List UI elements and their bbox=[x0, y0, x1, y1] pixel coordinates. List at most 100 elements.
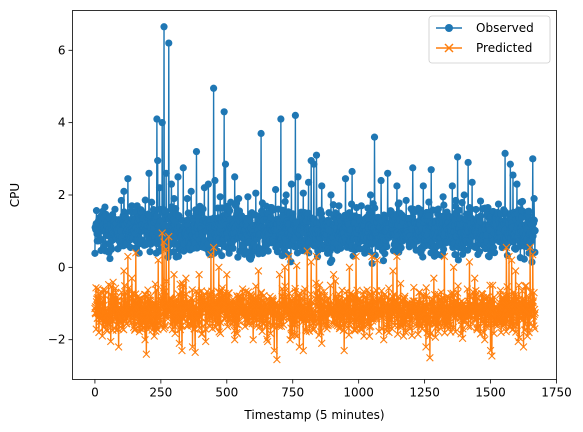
data-point bbox=[325, 209, 333, 217]
data-point bbox=[120, 281, 129, 290]
data-point bbox=[247, 252, 256, 260]
x-tick-label: 1500 bbox=[475, 386, 506, 400]
data-point bbox=[146, 292, 155, 300]
data-point bbox=[107, 245, 115, 254]
data-point bbox=[209, 243, 218, 252]
data-point bbox=[425, 198, 433, 206]
data-point bbox=[106, 254, 114, 263]
x-tick-label: 250 bbox=[149, 386, 172, 400]
data-point bbox=[494, 200, 503, 208]
data-point bbox=[117, 196, 125, 205]
x-tick-label: 0 bbox=[91, 386, 99, 400]
data-point bbox=[98, 296, 107, 305]
data-point bbox=[312, 151, 321, 159]
data-point bbox=[201, 325, 210, 333]
data-point bbox=[128, 202, 136, 210]
data-point bbox=[229, 244, 237, 252]
data-point bbox=[195, 270, 203, 279]
data-point bbox=[155, 184, 164, 192]
data-point bbox=[327, 191, 335, 199]
data-point bbox=[518, 197, 527, 206]
data-point bbox=[191, 348, 199, 357]
data-point bbox=[165, 39, 173, 47]
data-point bbox=[129, 289, 137, 298]
data-point bbox=[170, 195, 178, 203]
data-point bbox=[101, 203, 109, 211]
data-point bbox=[107, 299, 116, 307]
data-point bbox=[397, 244, 405, 252]
data-point bbox=[141, 335, 149, 344]
data-point bbox=[244, 193, 252, 201]
data-point bbox=[154, 157, 162, 165]
data-point bbox=[151, 280, 160, 288]
data-point bbox=[310, 160, 318, 168]
data-point bbox=[158, 229, 166, 237]
data-point bbox=[530, 216, 538, 224]
data-point bbox=[440, 245, 448, 253]
data-point bbox=[234, 253, 242, 261]
data-point bbox=[91, 249, 99, 257]
data-point bbox=[419, 253, 427, 261]
data-point bbox=[120, 187, 128, 195]
data-point bbox=[393, 182, 401, 190]
data-point bbox=[170, 270, 178, 279]
data-point bbox=[183, 195, 191, 203]
data-point bbox=[161, 323, 169, 332]
data-point bbox=[174, 318, 182, 327]
data-point bbox=[195, 321, 203, 330]
data-point bbox=[111, 288, 120, 297]
data-point bbox=[453, 153, 462, 161]
data-point bbox=[101, 286, 109, 295]
data-point bbox=[216, 193, 224, 201]
x-axis-label: Timestamp (5 minutes) bbox=[243, 408, 384, 422]
data-point bbox=[409, 164, 417, 172]
data-point bbox=[221, 160, 230, 168]
data-point bbox=[188, 286, 197, 294]
data-point bbox=[427, 166, 435, 174]
data-point bbox=[328, 256, 336, 264]
data-point bbox=[468, 178, 476, 186]
data-point bbox=[152, 286, 161, 294]
data-point bbox=[434, 205, 442, 213]
data-point bbox=[178, 346, 186, 355]
data-point bbox=[318, 182, 326, 190]
data-point bbox=[179, 164, 187, 172]
data-point bbox=[291, 111, 299, 120]
data-point bbox=[531, 227, 539, 235]
data-point bbox=[313, 253, 322, 261]
data-point bbox=[218, 252, 226, 260]
data-point bbox=[381, 250, 389, 258]
data-point bbox=[201, 337, 210, 346]
data-point bbox=[383, 243, 391, 251]
data-point bbox=[509, 171, 517, 179]
data-point bbox=[96, 235, 105, 243]
data-point bbox=[458, 199, 466, 207]
data-point bbox=[92, 207, 101, 215]
data-point bbox=[162, 277, 171, 286]
data-point bbox=[287, 180, 296, 188]
data-point bbox=[177, 288, 186, 296]
data-point bbox=[153, 115, 161, 123]
data-point bbox=[277, 115, 285, 123]
data-point bbox=[120, 267, 128, 275]
data-point bbox=[125, 283, 133, 292]
data-point bbox=[167, 180, 176, 188]
data-point bbox=[192, 147, 201, 156]
data-point bbox=[211, 176, 219, 185]
y-tick-label: 4 bbox=[58, 116, 66, 130]
data-point bbox=[371, 251, 379, 259]
data-point bbox=[100, 301, 108, 309]
data-point bbox=[281, 198, 289, 206]
data-point bbox=[109, 326, 117, 335]
data-point bbox=[187, 187, 195, 195]
data-point bbox=[464, 158, 472, 167]
data-point bbox=[513, 180, 521, 188]
y-axis-label: CPU bbox=[8, 183, 22, 207]
legend-marker-observed bbox=[445, 24, 453, 32]
data-point bbox=[177, 322, 185, 330]
data-point bbox=[162, 169, 170, 177]
data-point bbox=[348, 167, 356, 176]
data-point bbox=[175, 339, 184, 348]
y-tick-label: −2 bbox=[48, 333, 66, 347]
